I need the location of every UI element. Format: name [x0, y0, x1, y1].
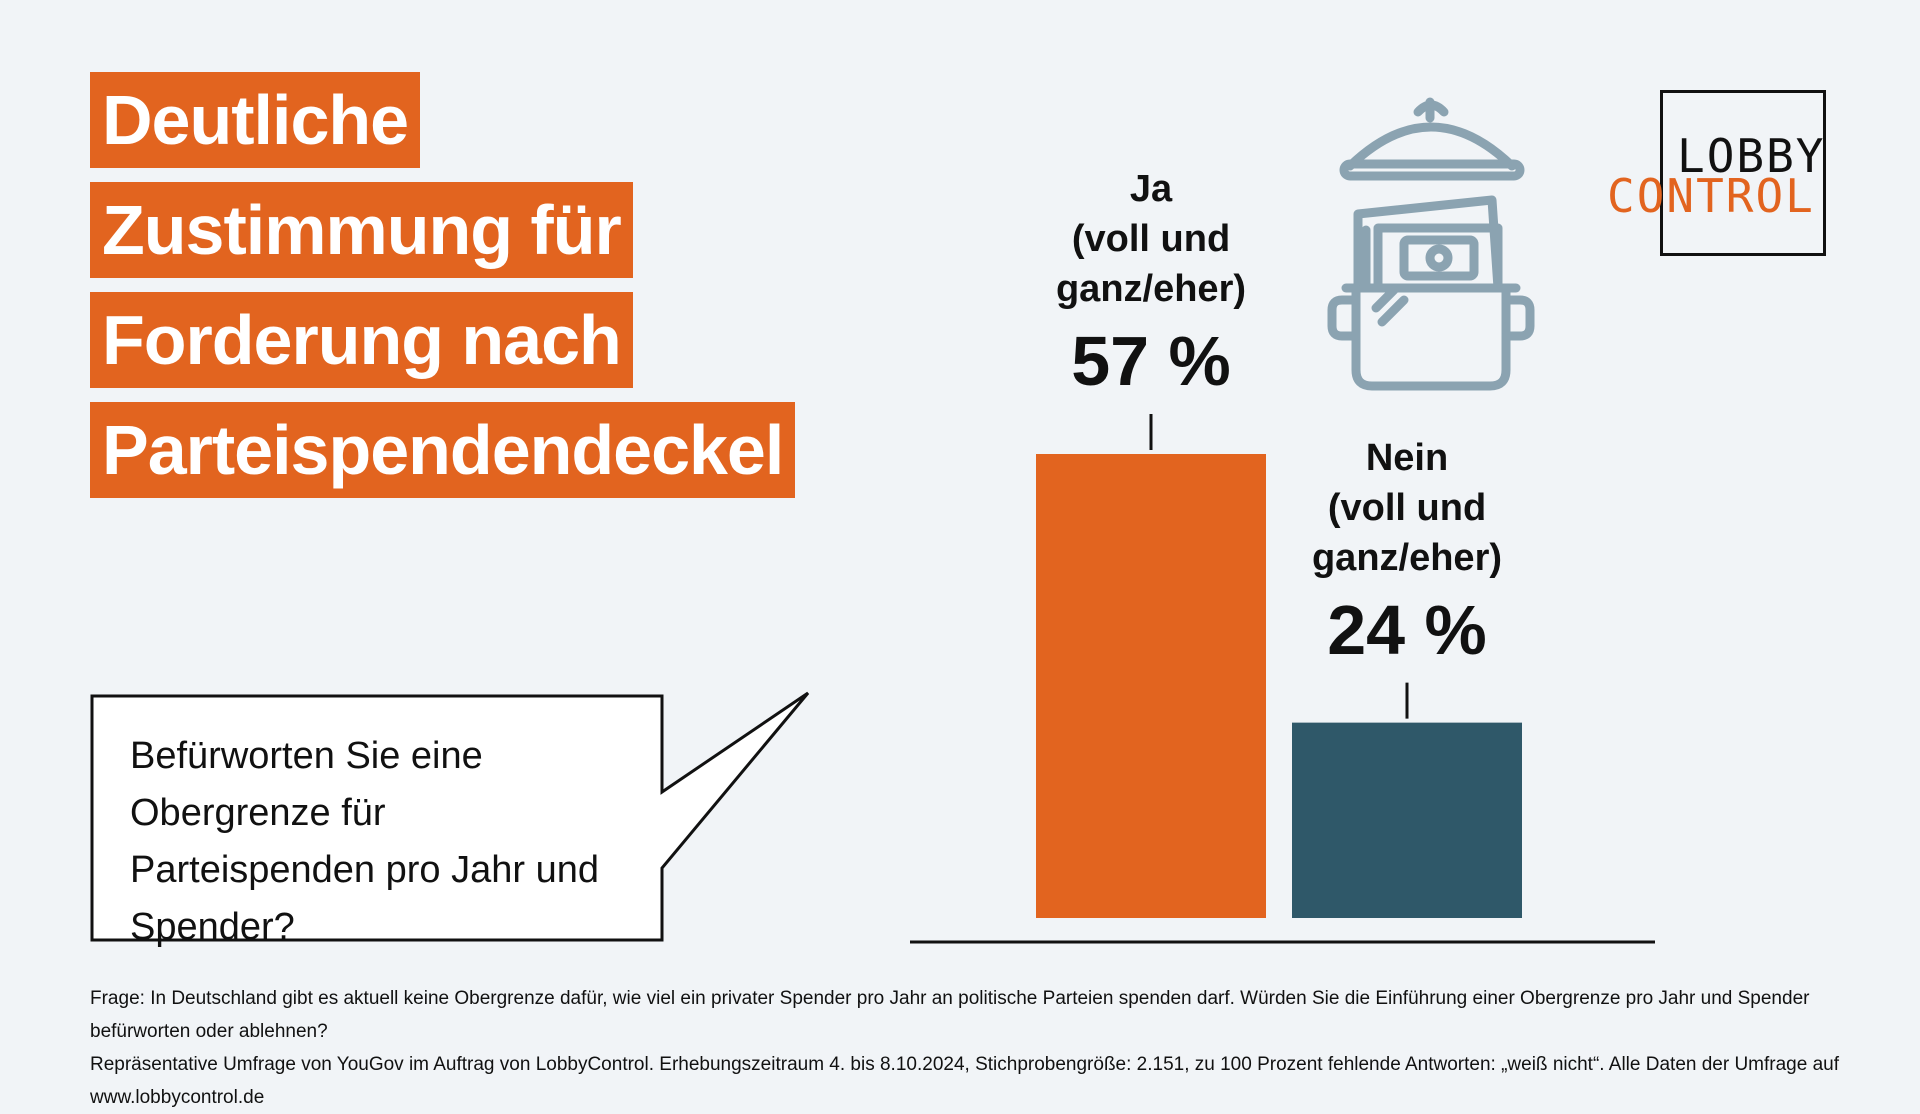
- category-label: Nein (voll und ganz/eher): [1311, 436, 1503, 579]
- title-line-2: Zustimmung für: [90, 182, 633, 278]
- logo-text-lobby: LOBBY: [1677, 129, 1826, 183]
- category-label: Ja (voll und ganz/eher): [1055, 168, 1247, 310]
- bar-label-nein: Nein (voll und ganz/eher) 24 %: [1252, 433, 1562, 673]
- money-pot-icon: [1327, 97, 1535, 391]
- logo-text-control: CONTROL: [1607, 169, 1815, 223]
- title: Deutliche Zustimmung für Forderung nach …: [90, 72, 796, 512]
- title-line-4: Parteispendendeckel: [90, 402, 796, 498]
- value-label: 24 %: [1327, 590, 1487, 669]
- speech-bubble-shape: [90, 691, 810, 942]
- footnote: Frage: In Deutschland gibt es aktuell ke…: [90, 982, 1860, 1114]
- lobbycontrol-logo: LOBBY CONTROL: [1607, 90, 1826, 256]
- title-line-1: Deutliche: [90, 72, 421, 168]
- footnote-line-1: Frage: In Deutschland gibt es aktuell ke…: [90, 988, 1810, 1042]
- bar-chart: [910, 414, 1655, 944]
- value-label: 57 %: [1071, 322, 1231, 400]
- footnote-line-2: Repräsentative Umfrage von YouGov im Auf…: [90, 1054, 1840, 1108]
- bar-label-ja: Ja (voll und ganz/eher) 57 %: [996, 164, 1306, 404]
- bar-ja: [1036, 454, 1266, 918]
- bar-nein: [1292, 722, 1522, 918]
- title-line-3: Forderung nach: [90, 292, 633, 388]
- question-text: Befürworten Sie eine Obergrenze für Part…: [130, 735, 599, 948]
